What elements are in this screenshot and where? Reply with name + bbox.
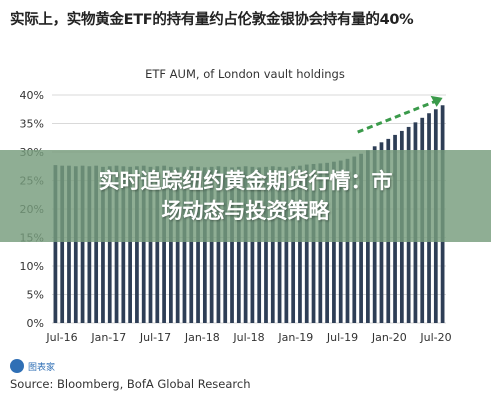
chart-title: ETF AUM, of London vault holdings xyxy=(145,67,345,81)
x-tick-label: Jan-18 xyxy=(184,331,220,344)
trend-arrow-head xyxy=(430,95,443,107)
bar xyxy=(202,167,207,323)
bar xyxy=(304,164,309,323)
y-tick-label: 10% xyxy=(20,260,44,273)
overlay-line-1: 实时追踪纽约黄金期货行情：市 xyxy=(98,169,393,193)
y-tick-label: 5% xyxy=(27,289,44,302)
x-tick-label: Jul-18 xyxy=(232,331,264,344)
bar xyxy=(270,166,275,323)
bar xyxy=(264,166,268,323)
source-note: Source: Bloomberg, BofA Global Research xyxy=(10,377,251,391)
bar xyxy=(318,163,323,323)
bar xyxy=(107,166,112,323)
x-tick-label: Jan-17 xyxy=(90,331,126,344)
bar xyxy=(53,165,58,323)
bar xyxy=(209,166,214,323)
bar xyxy=(87,166,92,323)
bar xyxy=(332,161,336,323)
bar xyxy=(60,165,65,323)
bar xyxy=(80,165,85,323)
bar xyxy=(243,166,248,323)
bar xyxy=(291,166,296,323)
bar xyxy=(155,166,160,323)
page-title: 实际上，实物黄金ETF的持有量约占伦敦金银协会持有量的40% xyxy=(10,12,414,28)
overlay-banner: 实时追踪纽约黄金期货行情：市 场动态与投资策略 xyxy=(0,150,491,242)
bar xyxy=(277,166,282,323)
bar xyxy=(189,166,194,323)
bar xyxy=(148,166,153,323)
bar xyxy=(114,165,119,323)
x-axis-ticks: Jul-16 Jan-17 Jul-17 Jan-18 Jul-18 Jan-19 Jul-… xyxy=(45,331,451,344)
y-tick-label: 40% xyxy=(20,89,44,102)
bar xyxy=(216,166,221,323)
bar xyxy=(284,167,289,323)
bar xyxy=(128,166,132,323)
logo-icon xyxy=(10,359,24,373)
bar xyxy=(196,166,200,323)
overlay-line-2: 场动态与投资策略 xyxy=(161,199,330,223)
bar xyxy=(73,166,78,323)
x-tick-label: Jul-20 xyxy=(419,331,451,344)
overlay-text: 实时追踪纽约黄金期货行情：市 场动态与投资策略 xyxy=(0,166,491,226)
y-tick-label: 35% xyxy=(20,118,44,131)
bar xyxy=(236,166,241,323)
bar xyxy=(257,167,262,323)
y-tick-label: 0% xyxy=(27,317,44,330)
bar xyxy=(223,166,228,323)
logo-text: 图表家 xyxy=(28,362,56,373)
trend-arrow-line xyxy=(357,99,438,134)
bar xyxy=(67,165,71,323)
bar xyxy=(298,165,302,323)
x-tick-label: Jul-17 xyxy=(139,331,171,344)
trend-arrow xyxy=(357,95,443,134)
bar xyxy=(94,165,99,323)
bar xyxy=(121,166,126,323)
bar xyxy=(325,162,329,323)
bar xyxy=(311,163,316,323)
x-tick-label: Jan-20 xyxy=(371,331,407,344)
bar xyxy=(230,167,234,323)
x-tick-label: Jul-19 xyxy=(326,331,358,344)
bar xyxy=(175,167,180,323)
bar xyxy=(141,165,146,323)
bar xyxy=(182,166,187,323)
bar xyxy=(101,166,105,323)
x-tick-label: Jul-16 xyxy=(45,331,77,344)
bar xyxy=(135,166,139,323)
brand-logo: 图表家 xyxy=(10,358,55,374)
bar xyxy=(169,166,173,323)
bar xyxy=(162,165,166,323)
x-tick-label: Jan-19 xyxy=(277,331,313,344)
bar xyxy=(250,166,255,323)
